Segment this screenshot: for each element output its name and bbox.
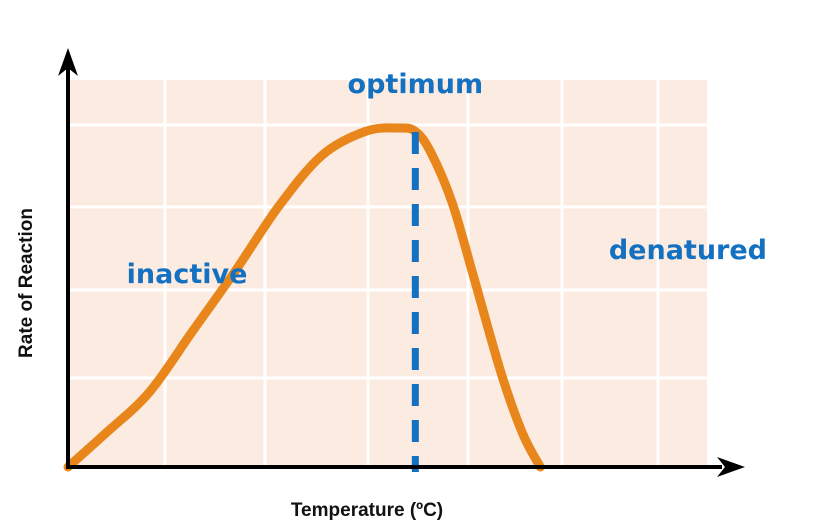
grid-lines	[68, 80, 707, 467]
label-denatured: denatured	[609, 235, 767, 266]
y-axis-arrow-icon	[58, 48, 78, 76]
rate-curve	[63, 123, 545, 472]
label-inactive: inactive	[127, 259, 248, 290]
label-optimum: optimum	[348, 69, 484, 100]
x-axis-title: Temperature (ºC)	[291, 500, 443, 521]
x-axis-arrow-icon	[717, 457, 745, 477]
y-axis-title: Rate of Reaction	[16, 208, 37, 358]
plot-background	[68, 80, 707, 467]
region-labels: optimum inactive denatured	[127, 69, 767, 290]
